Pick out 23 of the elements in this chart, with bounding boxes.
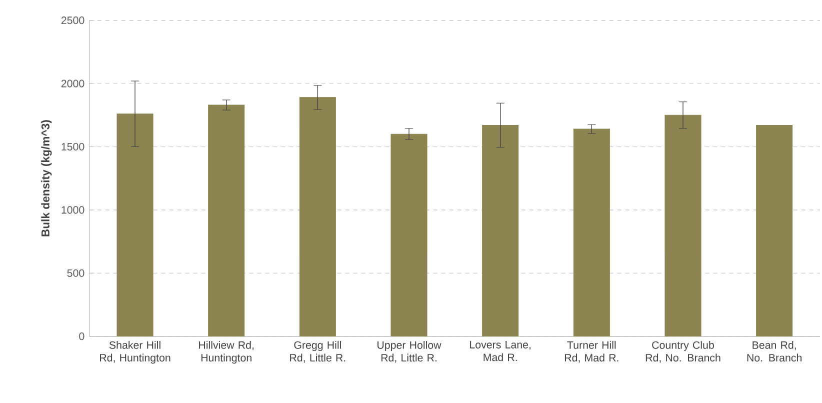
x-tick-label: Gregg Hill Rd, Little R. [290,341,346,363]
x-tick-label: Bean Rd, No. Branch [747,341,802,362]
x-tick-label: Hillview Rd, Huntington [199,341,254,364]
x-tick-label: Upper Hollow Rd, Little R. [378,341,442,363]
bar [664,114,702,336]
bar [299,97,336,336]
y-tick-label: 500 [67,269,84,277]
y-tick-label: 2000 [61,80,84,88]
y-tick-label: 2500 [61,16,84,24]
y-tick-label: 1000 [62,206,84,214]
y-tick-label: 0 [79,332,84,340]
bar [116,114,154,336]
bar [756,124,793,336]
bar [208,104,245,336]
bar [573,128,610,336]
bar [482,124,519,336]
bar [390,134,428,336]
y-tick-label: 1500 [62,142,84,150]
x-tick-label: Shaker Hill Rd, Huntington [100,341,170,364]
y-axis-title: Bulk density (kg/m^3) [41,120,52,236]
x-tick-label: Turner Hill Rd, Mad R. [564,341,618,363]
x-tick-label: Lovers Lane, Mad R. [470,341,530,362]
x-tick-label: Country Club Rd, No. Branch [646,341,720,363]
